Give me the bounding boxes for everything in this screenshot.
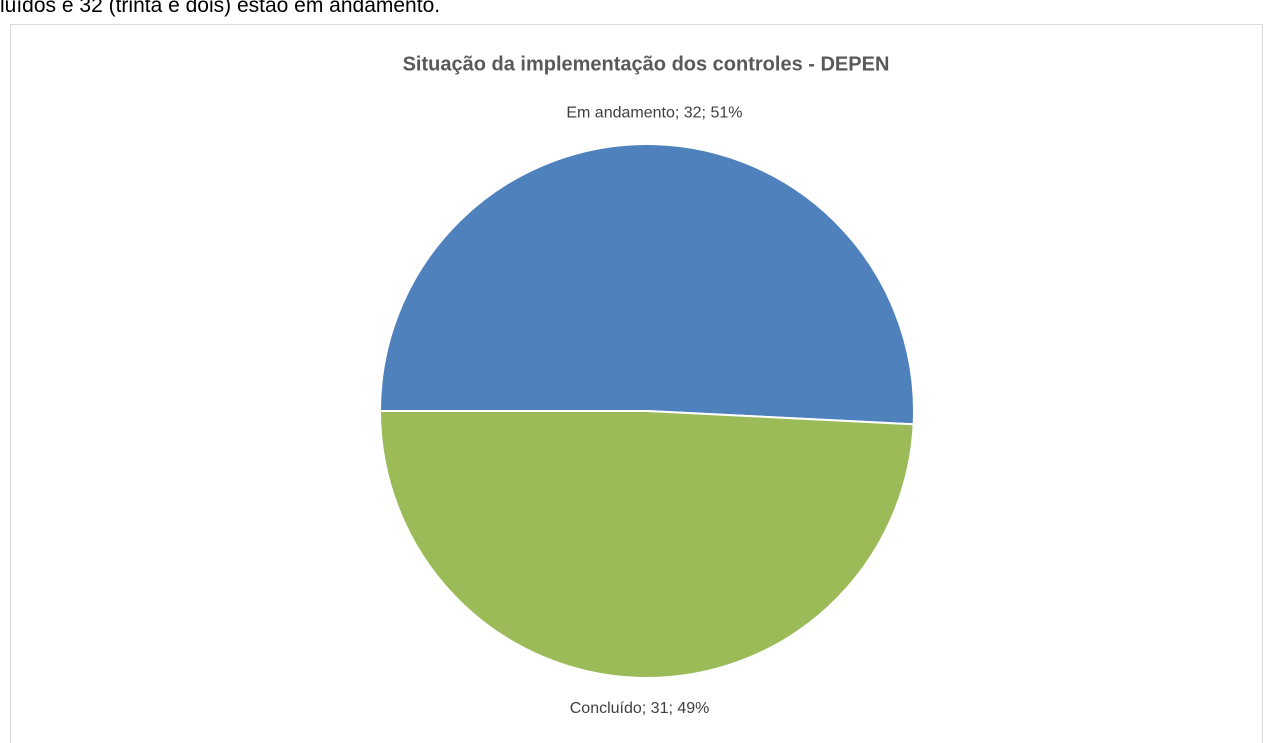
chart-title: Situação da implementação dos controles … — [403, 53, 890, 75]
body-text: luídos e 32 (trinta e dois) estão em and… — [0, 0, 441, 17]
data-label: Em andamento; 32; 51% — [566, 104, 742, 121]
pie-slice — [378, 410, 915, 679]
pie-slice — [378, 142, 915, 426]
data-label: Concluído; 31; 49% — [570, 700, 710, 717]
